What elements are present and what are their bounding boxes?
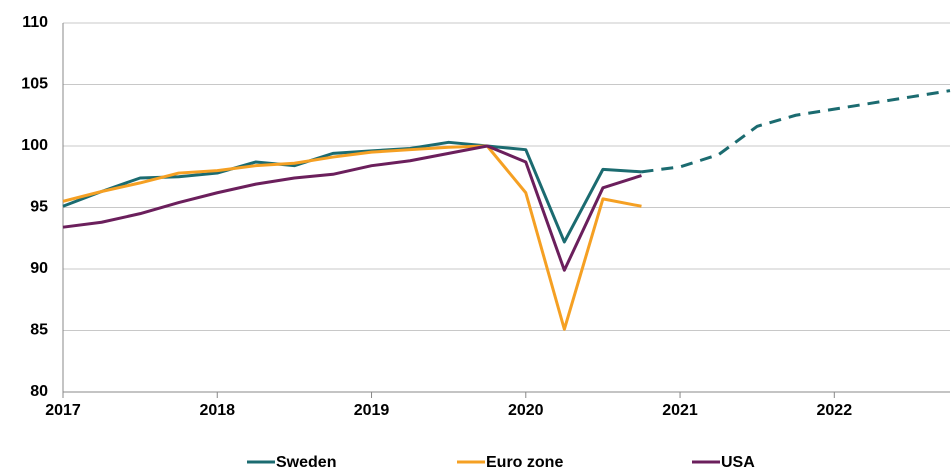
legend-label: USA [721,454,755,471]
y-tick-label: 85 [30,322,48,339]
series-line [62,144,642,272]
series-line [62,140,642,244]
y-tick-label: 105 [21,76,48,93]
x-tick-label: 2020 [508,402,544,419]
x-tick-label: 2018 [199,402,235,419]
x-tick-label: 2022 [817,402,853,419]
legend-label: Euro zone [486,454,563,471]
forecast-line [641,89,951,174]
series-line [62,144,642,331]
y-tick-label: 110 [22,14,48,31]
y-tick-label: 95 [30,199,48,216]
y-tick-label: 100 [21,137,48,154]
y-tick-label: 80 [30,383,48,400]
x-tick-label: 2021 [662,402,698,419]
y-tick-label: 90 [30,260,48,277]
x-tick-label: 2019 [354,402,390,419]
x-tick-label: 2017 [45,402,81,419]
legend-label: Sweden [276,454,336,471]
